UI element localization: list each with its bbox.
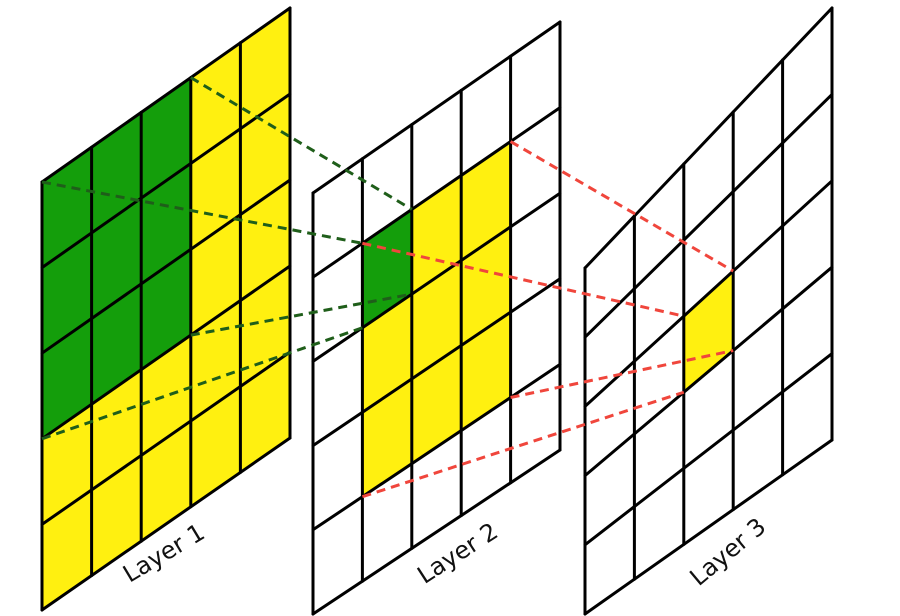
grid-line — [40, 350, 292, 526]
dashed-connection — [41, 180, 363, 245]
cells — [42, 8, 734, 610]
grid-line — [40, 264, 292, 441]
dashed-connection — [362, 241, 685, 318]
grid-line — [583, 352, 834, 547]
dashed-connection — [361, 390, 685, 499]
grid-line — [311, 20, 562, 195]
grid-line — [583, 6, 834, 270]
dashed-connection — [509, 140, 734, 273]
grid-line — [311, 448, 562, 616]
grid-line — [311, 106, 562, 279]
grid-line — [40, 92, 292, 270]
cell-region — [683, 271, 734, 393]
cell-region — [42, 77, 191, 439]
layer-label: Layer 2 — [412, 517, 503, 589]
grid-line — [311, 362, 562, 532]
dashed-connection — [190, 76, 413, 211]
grid-line — [311, 191, 562, 363]
grid-line — [583, 438, 834, 616]
grid-line — [40, 436, 292, 612]
connections — [41, 76, 734, 499]
layer-label: Layer 3 — [684, 512, 771, 591]
grid-line — [583, 92, 834, 339]
grid-line — [583, 265, 834, 478]
grid-line — [583, 179, 834, 408]
grids — [40, 6, 834, 616]
dashed-connection — [41, 326, 363, 441]
grid-line — [40, 178, 292, 355]
dashed-connection — [190, 292, 413, 337]
grid-line — [40, 6, 292, 184]
dashed-connection — [510, 349, 734, 399]
cell-region — [362, 209, 412, 328]
grid-line — [311, 277, 562, 448]
